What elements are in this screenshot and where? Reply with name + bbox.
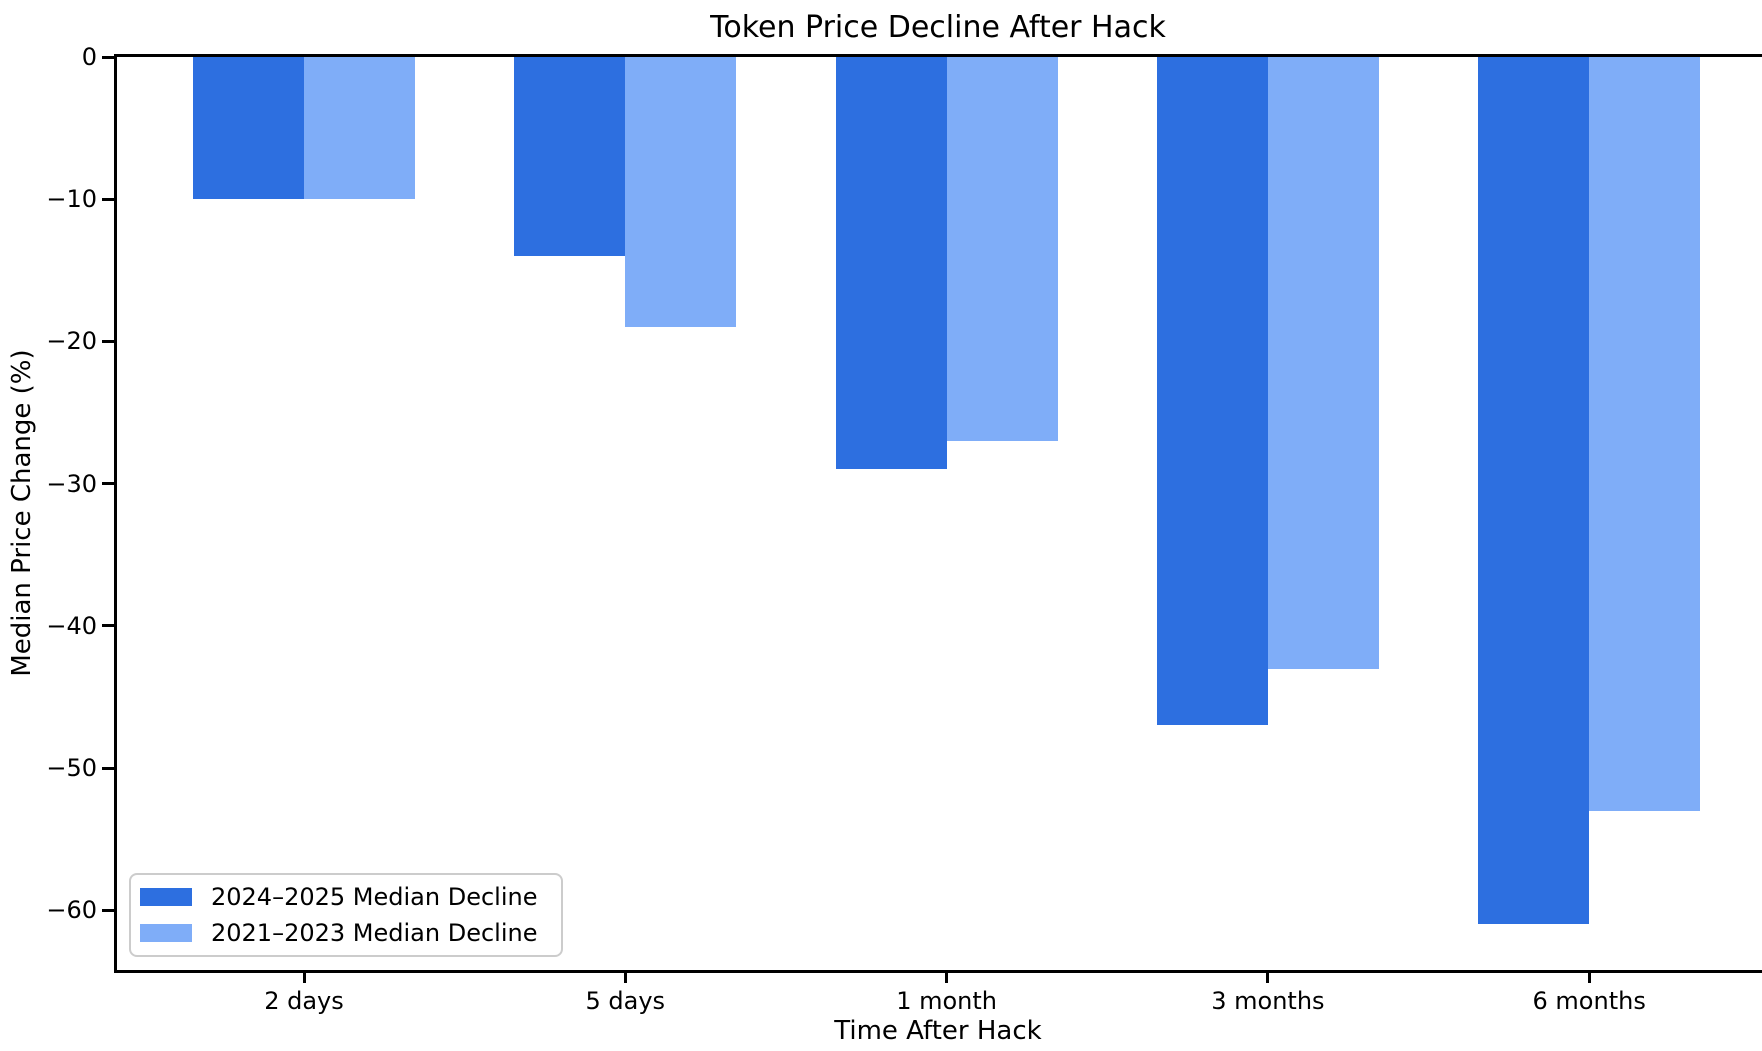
bar-3-months-series1: [1267, 57, 1379, 669]
y-tick-label: −40: [46, 611, 97, 640]
x-tick-mark: [1587, 971, 1591, 983]
y-tick-label: −60: [46, 896, 97, 925]
y-tick-mark: [102, 624, 114, 628]
bar-5-days-series0: [514, 57, 626, 256]
y-tick-label: −30: [46, 469, 97, 498]
bar-1-month-series1: [946, 57, 1058, 441]
bar-1-month-series0: [835, 57, 947, 469]
plot-area: [114, 54, 1762, 973]
x-tick-mark: [302, 971, 306, 983]
x-tick-label: 3 months: [1211, 987, 1325, 1015]
legend-label-series1: 2021–2023 Median Decline: [211, 919, 538, 947]
y-tick-mark: [102, 197, 114, 201]
bar-2-days-series0: [193, 57, 304, 199]
y-tick-label: −50: [46, 754, 97, 783]
y-tick-label: −10: [46, 185, 97, 214]
legend-swatch-series1: [140, 924, 192, 942]
x-axis-label: Time After Hack: [834, 1016, 1042, 1046]
y-tick-label: −20: [46, 327, 97, 356]
bar-6-months-series1: [1589, 57, 1701, 811]
legend-entry-series1: 2021–2023 Median Decline: [140, 918, 561, 948]
x-tick-mark: [623, 971, 627, 983]
y-tick-mark: [102, 482, 114, 486]
x-tick-label: 2 days: [264, 987, 344, 1015]
y-tick-mark: [102, 339, 114, 343]
y-tick-mark: [102, 766, 114, 770]
legend-entry-series0: 2024–2025 Median Decline: [140, 882, 561, 912]
x-tick-label: 6 months: [1532, 987, 1646, 1015]
legend: 2024–2025 Median Decline 2021–2023 Median…: [129, 873, 563, 957]
y-axis-label: Median Price Change (%): [7, 349, 37, 677]
bar-3-months-series0: [1156, 57, 1268, 725]
bar-2-days-series1: [304, 57, 415, 199]
legend-swatch-series0: [140, 888, 192, 906]
bar-6-months-series0: [1478, 57, 1590, 924]
legend-label-series0: 2024–2025 Median Decline: [211, 883, 538, 911]
x-tick-mark: [1266, 971, 1270, 983]
x-tick-label: 1 month: [896, 987, 997, 1015]
x-tick-mark: [945, 971, 949, 983]
chart-title: Token Price Decline After Hack: [710, 10, 1166, 45]
y-tick-mark: [102, 55, 114, 59]
y-tick-label: 0: [81, 43, 97, 71]
y-tick-mark: [102, 908, 114, 912]
bar-5-days-series1: [625, 57, 737, 327]
x-tick-label: 5 days: [585, 987, 666, 1015]
